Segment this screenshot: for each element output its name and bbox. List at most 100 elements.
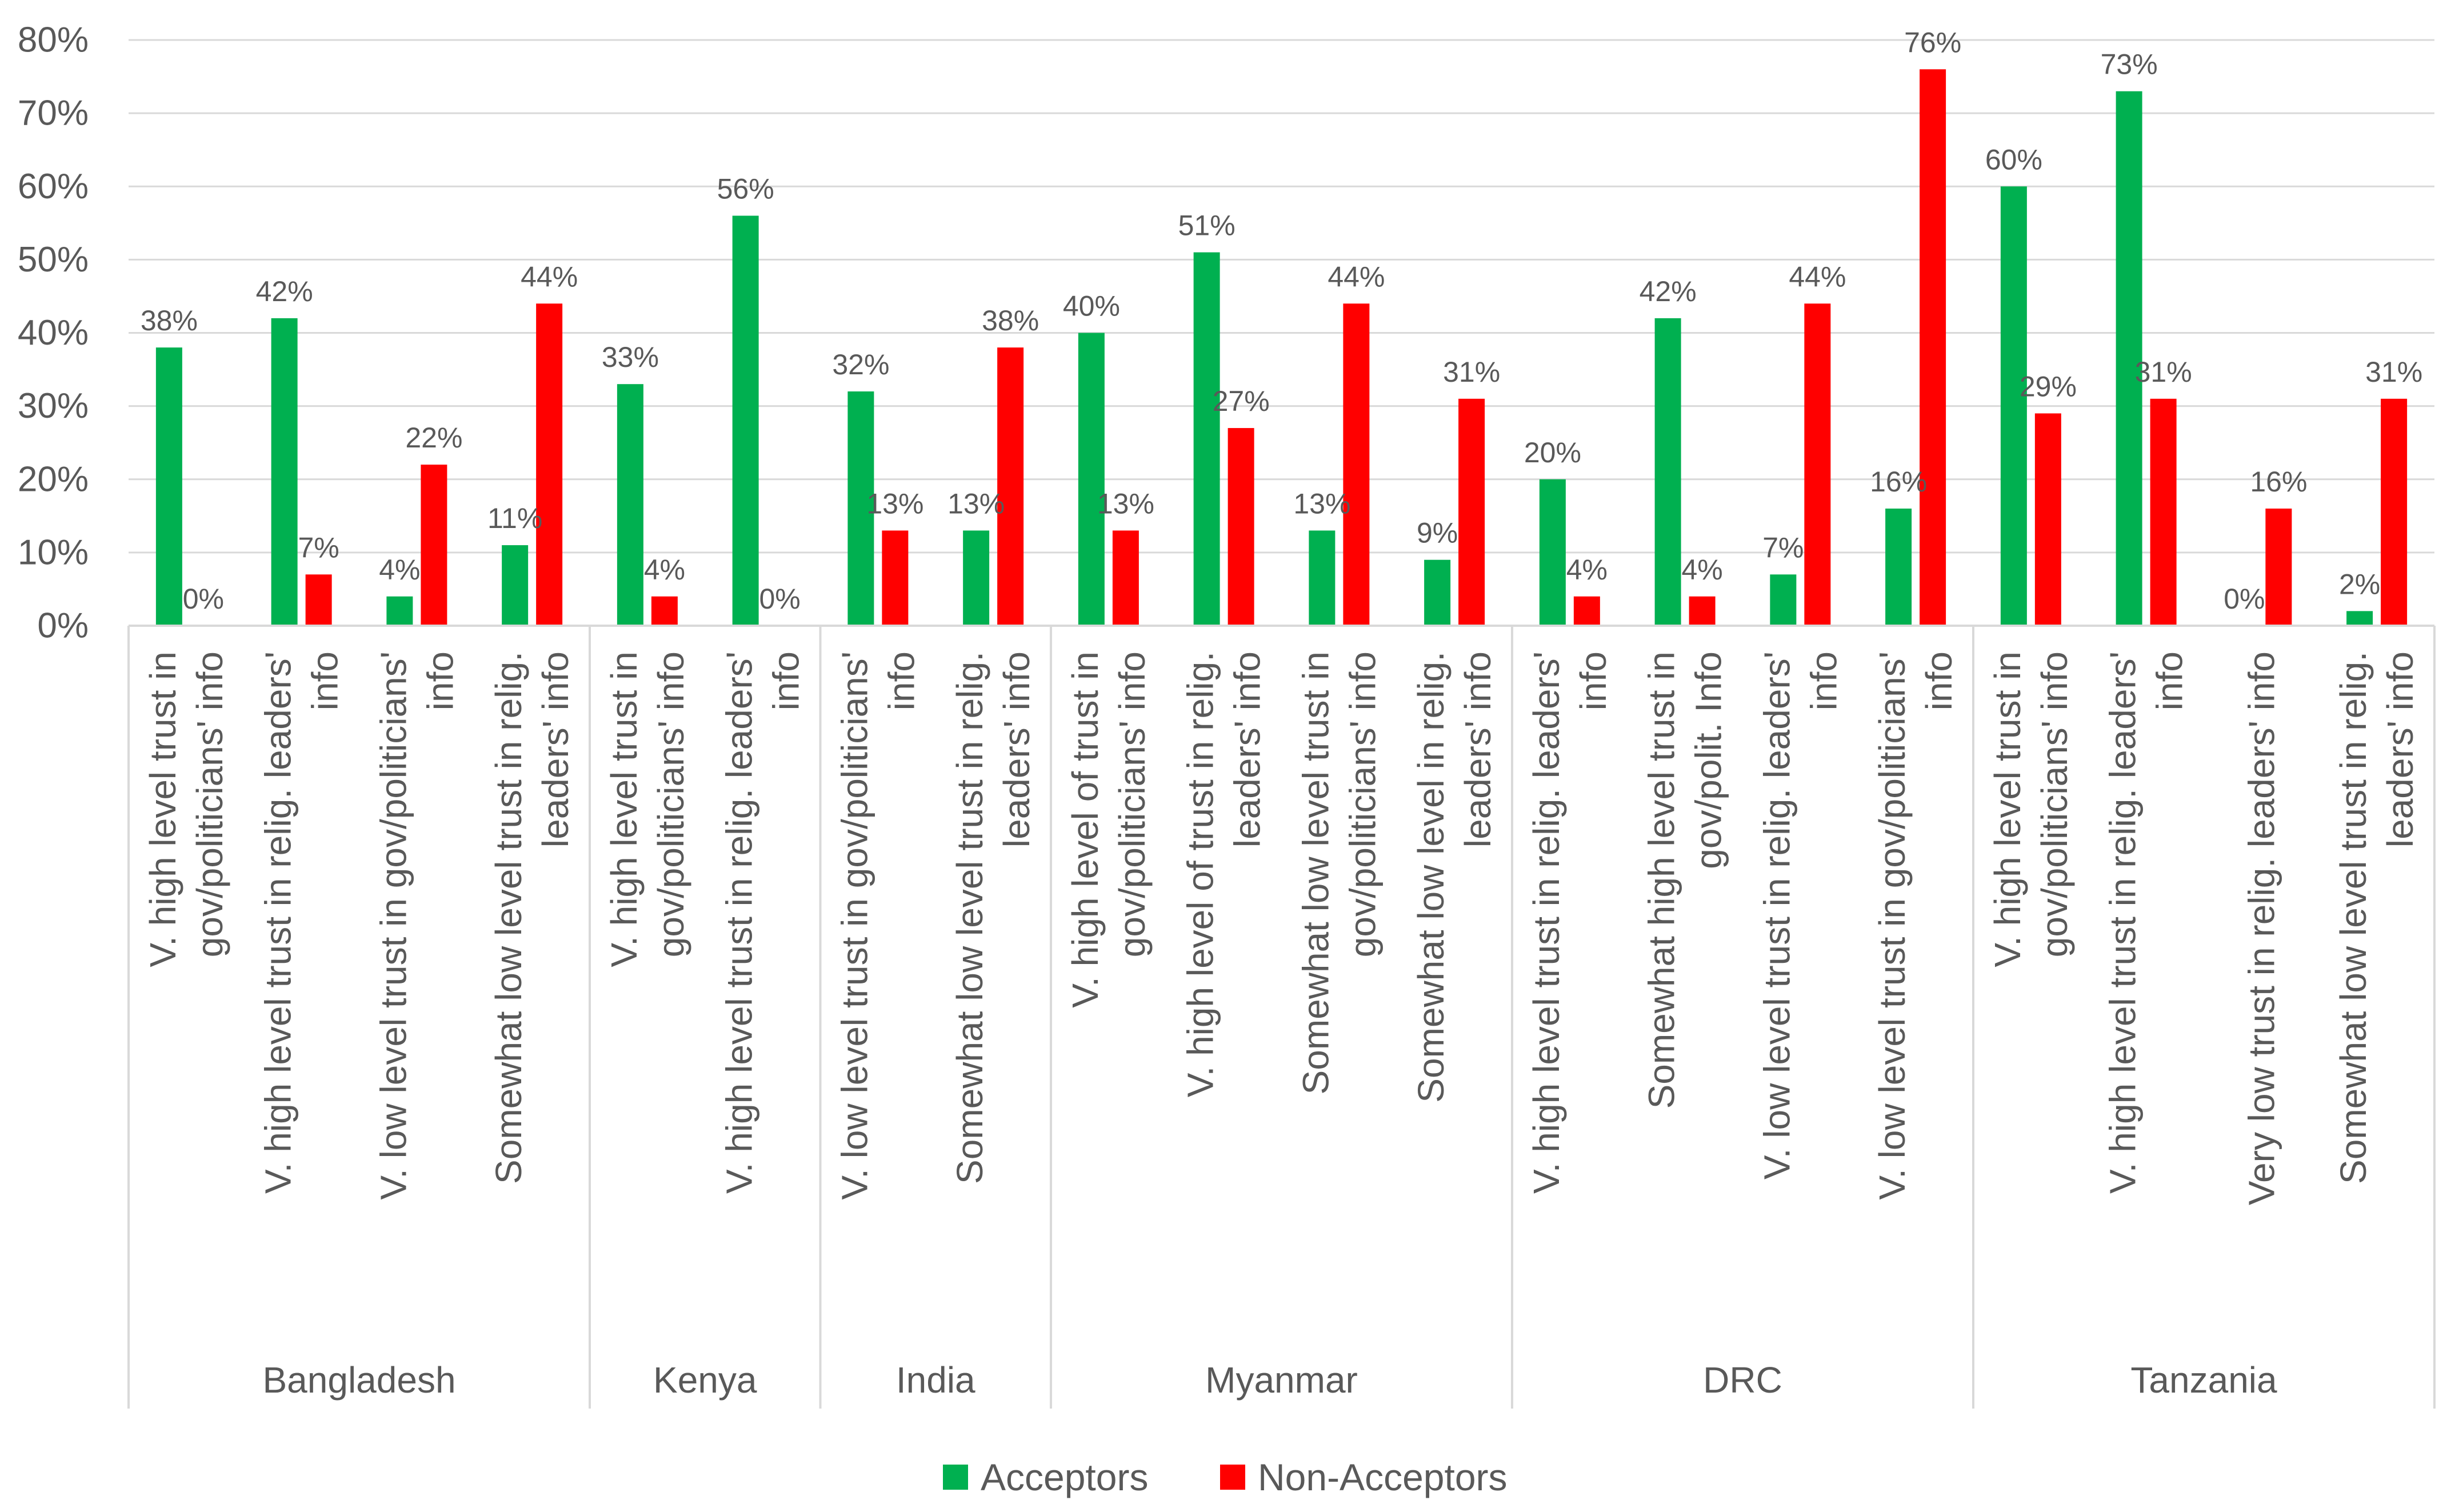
- category-label: V. high level trust in relig. leaders' in…: [2102, 651, 2190, 1194]
- data-label-non-acceptors: 44%: [521, 261, 578, 293]
- category-label-line: info: [766, 651, 807, 710]
- category-label-line: V. high level of trust in: [1065, 651, 1106, 1008]
- group-label: DRC: [1703, 1359, 1782, 1401]
- category-label-line: V. high level trust in relig. leaders': [1526, 651, 1567, 1194]
- category-label: Somewhat low level trust in relig. leader…: [488, 651, 576, 1184]
- legend-item-non-acceptors: Non-Acceptors: [1220, 1456, 1508, 1498]
- data-label-acceptors: 7%: [1762, 531, 1804, 563]
- bar-acceptors: [2116, 91, 2142, 626]
- data-label-acceptors: 32%: [832, 349, 889, 381]
- bar-non-acceptors: [1804, 303, 1831, 626]
- category-label: V. high level trust in gov/politicians' i…: [603, 651, 691, 967]
- category-label-line: Somewhat low level trust in relig.: [2333, 651, 2374, 1184]
- data-label-acceptors: 13%: [947, 487, 1005, 519]
- category-label-line: V. low level trust in relig. leaders': [1756, 651, 1797, 1179]
- category-label-line: info: [2149, 651, 2190, 710]
- category-label-line: info: [1803, 651, 1844, 710]
- bar-non-acceptors: [2381, 398, 2408, 626]
- bar-acceptors: [963, 530, 990, 626]
- category-label: V. high level trust in relig. leaders' in…: [258, 651, 346, 1194]
- category-label-line: leaders' info: [2380, 651, 2421, 847]
- category-label: V. high level trust in relig. leaders' in…: [1526, 651, 1614, 1194]
- category-label-line: Somewhat low level trust in: [1295, 651, 1336, 1094]
- category-label-line: gov/polit. Info: [1688, 651, 1729, 869]
- bar-acceptors: [2346, 611, 2373, 626]
- bar-non-acceptors: [2265, 509, 2292, 626]
- category-label-line: info: [1918, 651, 1960, 710]
- category-label: V. high level trust in relig. leaders' in…: [719, 651, 807, 1194]
- bar-acceptors: [271, 318, 298, 626]
- bar-acceptors: [155, 347, 182, 626]
- data-label-acceptors: 38%: [141, 305, 198, 337]
- legend-swatch-acceptors: [943, 1465, 968, 1490]
- y-tick-label: 30%: [18, 386, 89, 426]
- bar-non-acceptors: [1573, 596, 1600, 626]
- bar-non-acceptors: [651, 596, 678, 626]
- category-label-line: Very low trust in relig. leaders' info: [2241, 651, 2282, 1205]
- bar-acceptors: [847, 391, 874, 626]
- category-label-line: info: [1573, 651, 1614, 710]
- category-label: Somewhat low level trust in relig. leader…: [949, 651, 1037, 1184]
- category-label: V. low level trust in gov/politicians' in…: [834, 651, 922, 1200]
- bar-acceptors: [732, 215, 759, 626]
- data-label-acceptors: 60%: [1985, 143, 2042, 175]
- group-label: Kenya: [653, 1359, 757, 1401]
- bar-non-acceptors: [536, 303, 563, 626]
- country-group-labels: Bangladesh Kenya India Myanmar DRC Tanzania: [262, 1359, 2277, 1401]
- data-label-non-acceptors: 44%: [1789, 261, 1846, 293]
- bar-acceptors: [1770, 574, 1797, 626]
- category-label-line: V. high level of trust in relig.: [1180, 651, 1221, 1097]
- data-label-non-acceptors: 31%: [2135, 356, 2192, 388]
- data-label-acceptors: 51%: [1178, 210, 1236, 242]
- category-label-line: Somewhat high level trust in: [1641, 651, 1682, 1109]
- data-label-non-acceptors: 4%: [1681, 554, 1722, 586]
- data-label-non-acceptors: 31%: [2365, 356, 2422, 388]
- category-label-line: gov/politicians' info: [650, 651, 691, 957]
- category-label: V. low level trust in gov/politicians' in…: [373, 651, 461, 1200]
- legend: Acceptors Non-Acceptors: [943, 1456, 1508, 1498]
- bar-acceptors: [1424, 559, 1451, 626]
- bar-non-acceptors: [305, 574, 332, 626]
- data-label-non-acceptors: 13%: [866, 487, 923, 519]
- bar-non-acceptors: [2150, 398, 2177, 626]
- category-label: V. high level trust in gov/politicians' i…: [1987, 651, 2075, 967]
- bar-non-acceptors: [1458, 398, 1485, 626]
- bar-non-acceptors: [421, 465, 447, 626]
- y-tick-label: 50%: [18, 240, 89, 279]
- y-tick-label: 60%: [18, 167, 89, 206]
- data-labels: 38% 0% 42% 7% 4% 22% 11% 44% 33% 4% 56% 0% 32% 13% 13%…: [141, 26, 2422, 615]
- data-label-non-acceptors: 27%: [1213, 385, 1270, 417]
- category-label: V. low level trust in gov/politicians' in…: [1872, 651, 1960, 1200]
- data-label-non-acceptors: 22%: [405, 422, 462, 454]
- data-label-acceptors: 16%: [1870, 466, 1927, 498]
- bar-non-acceptors: [2034, 413, 2061, 626]
- y-axis-tick-labels: 0% 10% 20% 30% 40% 50% 60% 70% 80%: [18, 21, 89, 646]
- data-label-non-acceptors: 13%: [1097, 487, 1154, 519]
- data-label-acceptors: 42%: [256, 275, 313, 307]
- category-label-line: V. low level trust in gov/politicians': [834, 651, 875, 1200]
- bar-acceptors: [502, 545, 529, 626]
- data-label-acceptors: 13%: [1293, 487, 1350, 519]
- group-label: Tanzania: [2130, 1359, 2277, 1401]
- data-label-acceptors: 33%: [602, 341, 659, 373]
- data-label-non-acceptors: 29%: [2020, 370, 2077, 402]
- y-tick-label: 40%: [18, 313, 89, 353]
- legend-label-acceptors: Acceptors: [981, 1456, 1148, 1498]
- category-label: V. low level trust in relig. leaders' inf…: [1756, 651, 1844, 1179]
- category-label-line: gov/politicians' info: [189, 651, 230, 957]
- category-label: Somewhat low level trust in relig. leader…: [2333, 651, 2421, 1184]
- bar-non-acceptors: [1112, 530, 1139, 626]
- group-label: India: [896, 1359, 975, 1401]
- bar-non-acceptors: [1920, 69, 1946, 626]
- category-label-line: Somewhat low level in relig.: [1410, 651, 1452, 1103]
- bar-acceptors: [1885, 509, 1912, 626]
- category-label-line: V. high level trust in relig. leaders': [258, 651, 299, 1194]
- y-tick-label: 0%: [37, 606, 89, 646]
- data-label-non-acceptors: 4%: [644, 554, 685, 586]
- gridlines: [129, 39, 2434, 554]
- bar-acceptors: [1193, 252, 1220, 626]
- data-label-non-acceptors: 16%: [2250, 466, 2307, 498]
- category-label: V. high level trust in gov/politicians' i…: [142, 651, 230, 967]
